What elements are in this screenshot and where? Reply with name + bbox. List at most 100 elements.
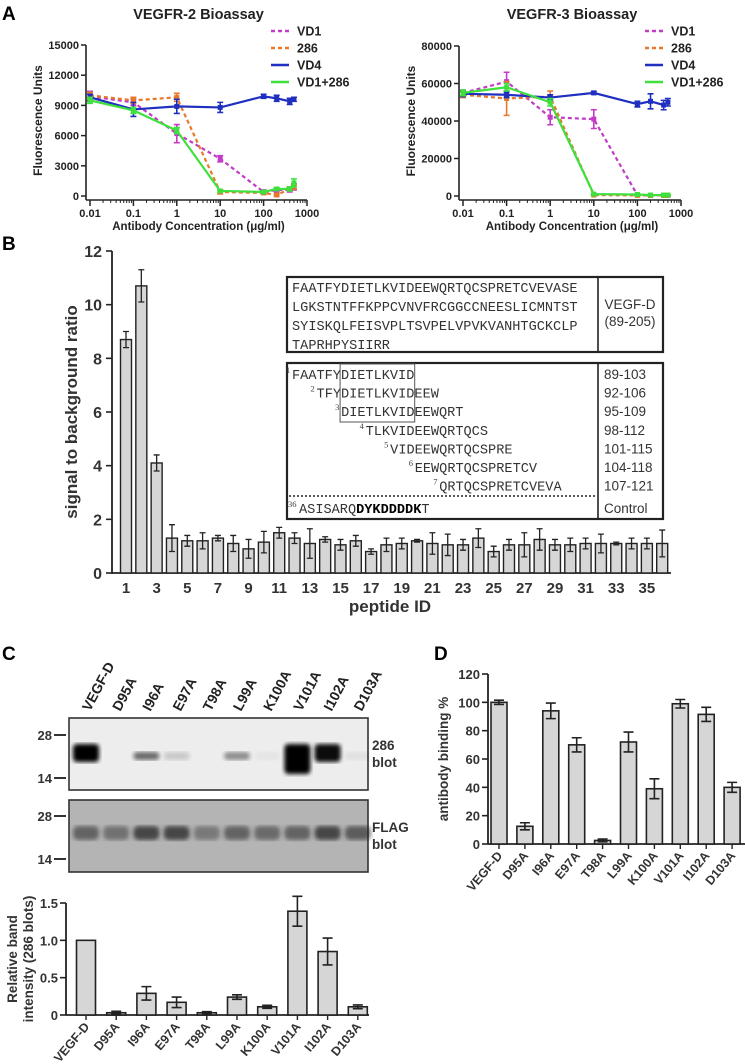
lane-label: I96A [139,680,167,714]
error-bar [727,781,738,794]
error-bar [490,545,497,558]
band-flag [314,826,341,840]
lane-label: I102A [320,673,352,713]
data-point [291,96,297,102]
y-tick-label: 0 [473,837,480,852]
error-bar [352,1004,363,1010]
data-point [648,192,654,198]
bar-peptide-1 [119,338,133,574]
data-point [261,189,267,195]
y-tick-label: 15000 [48,40,79,52]
y-tick-label: 80000 [421,41,452,53]
data-point [547,95,553,101]
data-point [591,90,597,96]
band-286 [284,744,311,774]
band-286 [73,744,99,762]
x-tick-label: 31 [577,580,594,597]
y-tick-label: 9000 [55,100,79,112]
error-bar [352,534,359,547]
legend-label: VD1 [297,25,321,39]
chart-title: VEGFR-2 Bioassay [133,7,264,23]
error-bar [245,538,252,559]
error-bar [199,532,206,550]
error-bar [475,528,482,549]
error-bar [628,537,635,550]
error-bar [519,821,530,831]
error-bar [214,534,221,542]
lane-label: T98A [199,676,229,714]
error-bar [153,454,160,472]
data-point [261,93,267,99]
y-tick-label: 100 [458,695,480,710]
x-tick-label: 11 [271,580,287,597]
error-bar [123,330,129,349]
y-tick-label: 10 [84,298,102,315]
x-tick-label: 29 [547,580,564,597]
y-tick-label: 6000 [55,131,79,143]
bar-I102A [697,713,716,845]
data-point [661,192,667,198]
error-bar [322,937,333,966]
chart-title: VEGFR-3 Bioassay [507,7,638,23]
peptide-id: 36 [288,499,297,509]
sequence-line: LGKSTNTFFKPPCVNVFRCGGCCNEESLICMNTST [292,301,578,316]
marker-label: 14 [38,852,53,867]
error-bar [291,532,298,545]
error-bar [276,526,283,539]
x-tick-label: 5 [183,580,191,597]
panel-label-a: A [2,4,16,25]
x-tick-label: K100A [238,1020,274,1059]
x-tick-label: 3 [152,580,160,597]
data-point [87,97,93,103]
bar-D103A [723,786,741,845]
data-point [648,98,654,104]
series-line-VD1 [89,95,295,194]
error-bar [701,706,712,723]
error-bar [582,537,589,550]
y-tick-label: 6 [93,405,102,422]
data-point [130,107,136,113]
x-tick-label: D103A [328,1020,364,1059]
x-tick-label: D95A [91,1020,122,1053]
x-tick-label: 35 [639,580,656,597]
x-tick-label: 1 [547,208,553,220]
x-tick-label: 10 [214,208,226,220]
peptide-id: 2 [311,384,315,394]
series-line-VD1 [462,80,668,197]
peptide-id: 3 [335,402,339,412]
x-tick-label: 100 [254,208,272,220]
band-286 [133,752,160,760]
y-tick-label: 40 [466,780,480,795]
y-tick-label: 0 [73,191,79,203]
error-bar [322,536,329,543]
blot-label: blot [372,837,397,852]
y-tick-label: 8 [93,351,102,368]
x-tick-label: 1000 [295,208,319,220]
band-286 [314,744,341,762]
blot-label: 286 [372,738,395,753]
peptide-sequence: DIETLKVIDEEWQRT [341,406,463,421]
data-point [174,128,180,134]
peptide-box [285,361,665,521]
y-tick-label: 1.5 [40,896,58,911]
sequence-line: SYISKQLFEISVPLTSVPELVPVKVANHTGCKCLP [292,320,578,335]
sequence-line: TAPRHPYSIIRR [292,339,390,354]
bar-peptide-20 [410,540,424,574]
band-flag [254,826,281,840]
band-flag [73,826,99,840]
control-seq-flag: DYKDDDDK [356,503,422,518]
error-bar [571,736,582,753]
band-flag [163,826,190,840]
x-tick-label: E97A [552,849,583,882]
x-tick-label: 13 [301,580,318,597]
peptide-sequence: EEWQRTQCSPRETCV [415,462,538,477]
error-bar [567,537,574,553]
error-bar [545,702,556,720]
y-axis-label: Relative band [5,915,20,1003]
x-tick-label: 23 [455,580,472,597]
x-tick-label: 9 [244,580,252,597]
data-point [665,192,671,198]
peptide-range: 107-121 [604,479,654,494]
legend-label: 286 [671,42,692,56]
